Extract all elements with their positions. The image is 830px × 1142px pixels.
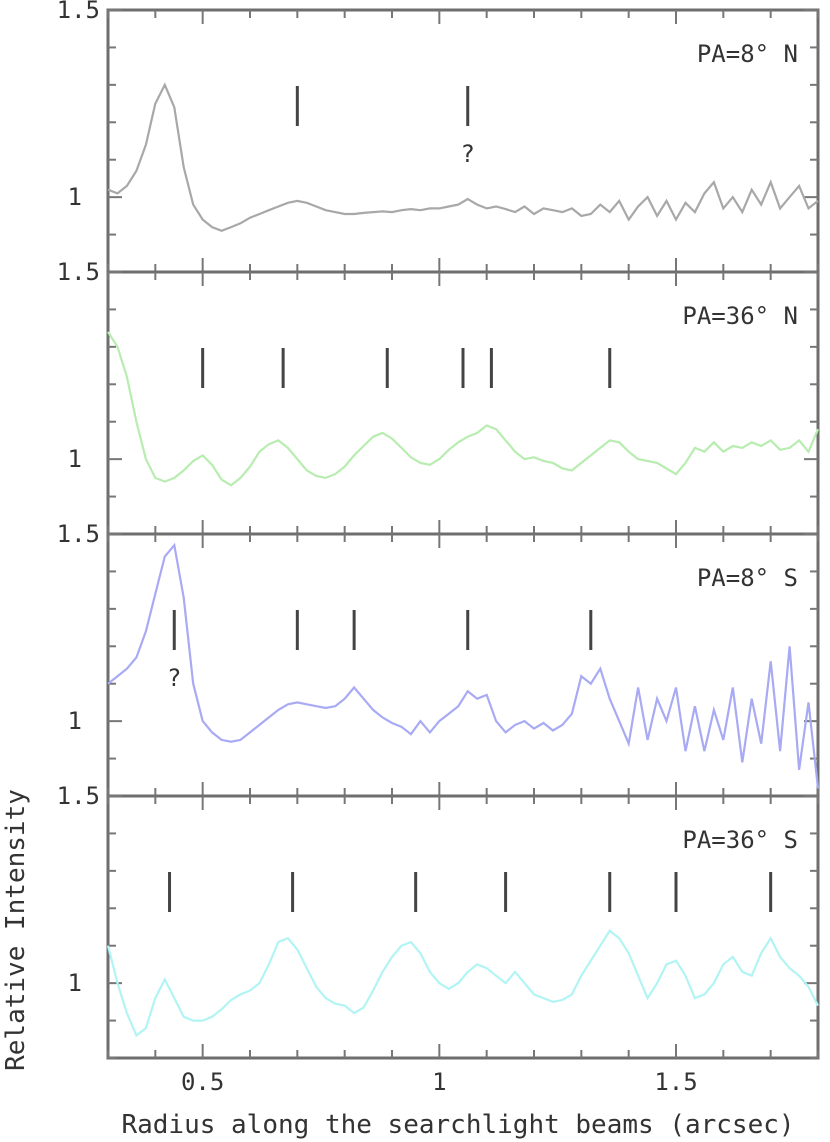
y-tick-label: 1: [68, 969, 82, 997]
x-tick-labels: 0.5 1 1.5: [181, 1068, 698, 1096]
x-tick-label: 1.5: [654, 1068, 697, 1096]
panel-2: 1.5 1 PA=36° N: [57, 258, 820, 536]
series-line: [107, 542, 820, 789]
series-line: [106, 929, 819, 1038]
panel-label: PA=8° S: [697, 564, 798, 592]
marker-note: ?: [461, 140, 475, 168]
panel-4: 1.5 1 PA=36° S: [57, 782, 820, 1060]
y-axis-label: Relative Intensity: [1, 789, 31, 1071]
x-axis-label: Radius along the searchlight beams (arcs…: [121, 1110, 794, 1140]
panel-label: PA=36° N: [682, 302, 798, 330]
panel-frame: [106, 794, 820, 1060]
y-tick-label: 1.5: [57, 0, 100, 24]
marker-note: ?: [167, 664, 181, 692]
panel-1: 1.5 1 PA=8° N?: [57, 0, 820, 274]
panel-3: 1.5 1 PA=8° S?: [57, 520, 820, 798]
y-tick-label: 1: [68, 445, 82, 473]
y-tick-label: 1: [68, 707, 82, 735]
series-line: [107, 331, 820, 487]
panel-label: PA=36° S: [682, 826, 798, 854]
y-tick-label: 1: [68, 183, 82, 211]
x-tick-label: 1: [432, 1068, 446, 1096]
y-tick-label: 1.5: [57, 258, 100, 286]
panel-label: PA=8° N: [697, 40, 798, 68]
y-tick-label: 1.5: [57, 520, 100, 548]
series-line: [107, 82, 819, 232]
y-tick-label: 1.5: [57, 782, 100, 810]
x-tick-label: 0.5: [181, 1068, 224, 1096]
